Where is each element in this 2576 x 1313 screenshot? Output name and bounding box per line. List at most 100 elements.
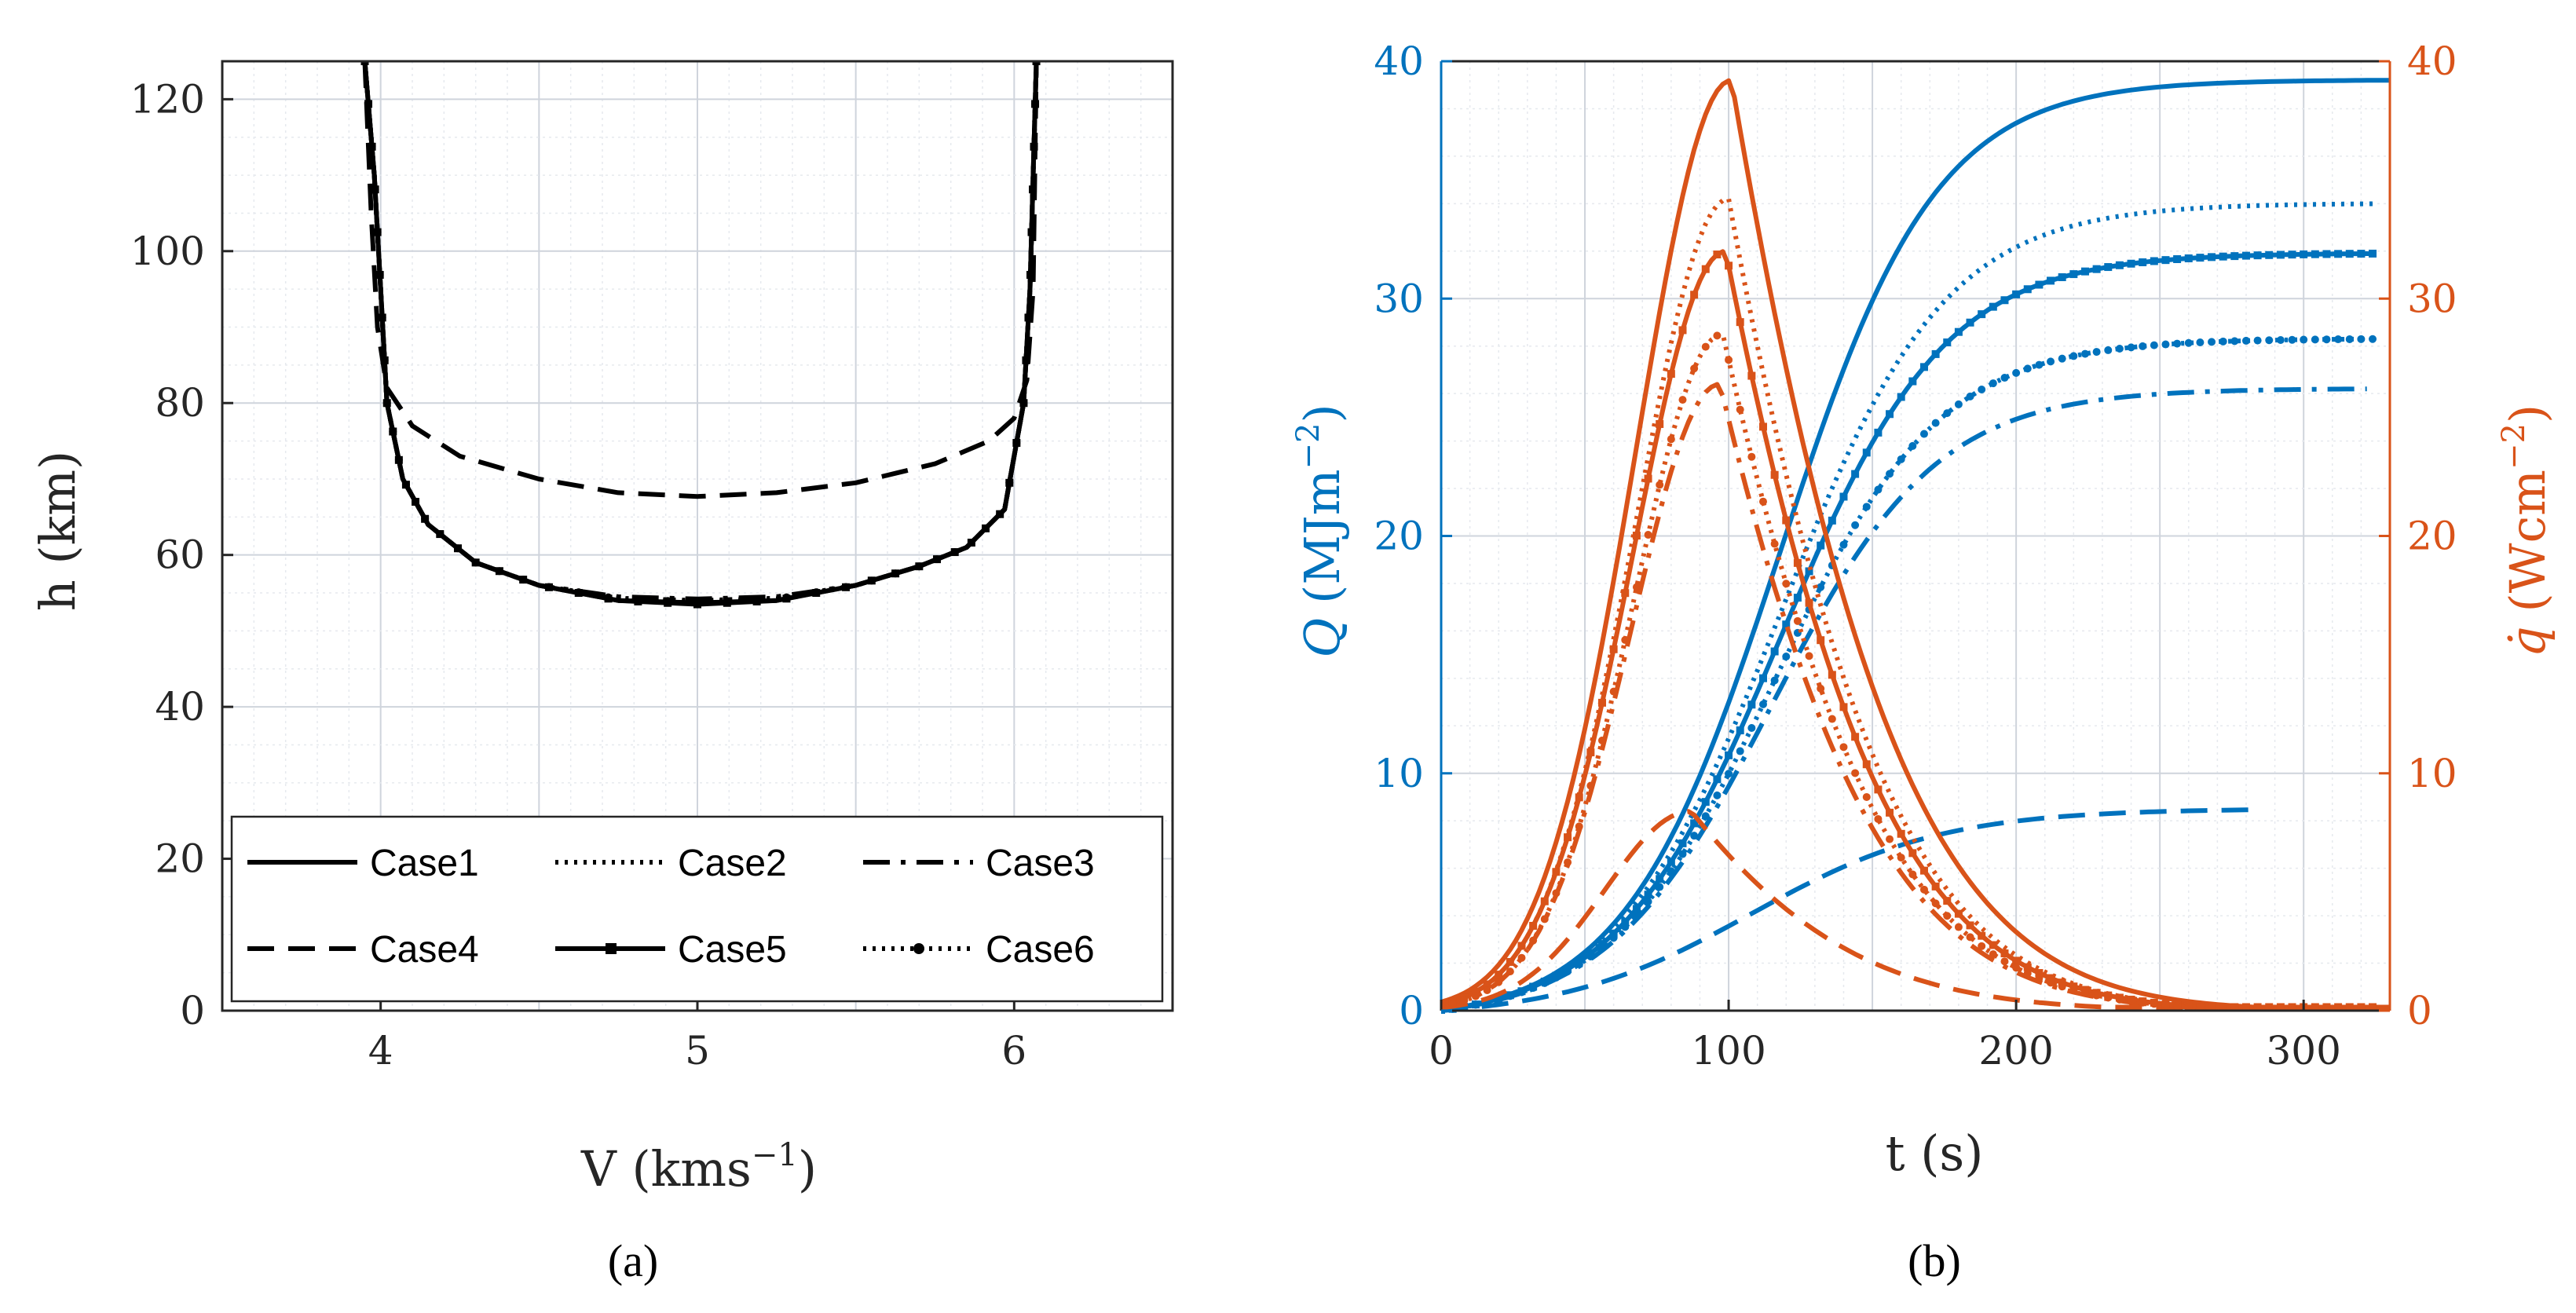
series-case2-Q-line	[1441, 201, 2373, 1013]
series-case6-qdot-marker	[1886, 835, 1894, 843]
series-case5-Q-marker	[1828, 516, 1836, 525]
series-case6-marker	[364, 100, 373, 108]
right-tick-label: 10	[2407, 751, 2457, 796]
series-case5-Q-marker	[2334, 250, 2343, 258]
series-case5-Q-marker	[2150, 257, 2158, 265]
series-case5-qdot-marker	[1701, 265, 1710, 273]
x-tick-label: 4	[368, 1028, 393, 1073]
series-case6-qdot-marker	[2115, 995, 2124, 1004]
series-case6-Q-marker	[2288, 335, 2296, 344]
series-case6-marker	[368, 142, 376, 151]
series-case6-qdot-marker	[1644, 531, 1652, 539]
series-case6-Q-marker	[1862, 503, 1871, 511]
series-case6-marker	[1029, 185, 1037, 194]
series-case6-qdot-marker	[2173, 1001, 2182, 1010]
series-case6-marker	[378, 313, 386, 322]
x-tick-label: 300	[2266, 1028, 2340, 1073]
series-case5-Q-marker	[1770, 647, 1779, 656]
series-case5-Q-marker	[1862, 448, 1871, 457]
panel-b: 0 100 200 300 0 10 20 30 40 0 10 20 30 40 t (s) Q(MJm…	[1290, 38, 2556, 1286]
series-case5-Q-marker	[1908, 377, 1917, 386]
series-case5-Q-marker	[1839, 492, 1848, 501]
series-case5-qdot-marker	[1862, 760, 1871, 769]
series-case5-Q-marker	[2219, 252, 2227, 261]
series-case5-Q-marker	[1874, 428, 1883, 437]
series-case6-Q-marker	[1989, 379, 1997, 388]
series-case2-line	[362, 61, 1039, 603]
series-case6-Q-marker	[2035, 360, 2044, 369]
series-case6-qdot-marker	[1954, 923, 1963, 931]
series-case6-qdot-marker	[1564, 858, 1572, 867]
series-case6-qdot-marker	[2369, 1003, 2377, 1011]
series-case6-qdot-marker	[2104, 993, 2113, 1002]
x-tick-label: 200	[1978, 1028, 2053, 1073]
series-case6-qdot-marker	[1506, 967, 1514, 976]
series-case5-Q-marker	[1713, 775, 1722, 784]
series-case6-qdot-marker	[1805, 652, 1813, 660]
series-case6-marker	[1030, 142, 1038, 151]
series-case6-Q-marker	[2334, 335, 2343, 344]
series-case5-qdot-marker	[1656, 419, 1664, 428]
series-case5-Q-marker	[2139, 258, 2147, 267]
y-tick-label: 100	[130, 229, 205, 274]
left-tick-label: 0	[1399, 988, 1424, 1033]
legend-case5-label: Case5	[678, 929, 787, 971]
legend-case6-label: Case6	[986, 929, 1095, 971]
series-case5-qdot-marker	[2035, 969, 2044, 978]
series-case5-Q-marker	[2023, 285, 2032, 294]
legend-case5-swatch-marker	[606, 943, 617, 954]
panel-a-caption: (a)	[608, 1235, 658, 1286]
series-case6-qdot-marker	[1575, 822, 1583, 831]
series-case6-qdot-marker	[1621, 635, 1630, 644]
series-case5-Q-marker	[2161, 256, 2170, 265]
series-case6-qdot-marker	[2345, 1003, 2354, 1011]
series-case5-qdot-marker	[1540, 897, 1549, 905]
series-case6-Q-marker	[2184, 338, 2193, 347]
series-case5-qdot-marker	[1805, 598, 1813, 607]
panel-b-caption: (b)	[1908, 1235, 1961, 1286]
series-case6-Q-marker	[1506, 992, 1514, 1000]
series-case5-Q-marker	[2173, 255, 2182, 264]
panel-b-right-axis-label: q̇(Wcm−2)	[2496, 404, 2556, 657]
series-case2-qdot-line	[1441, 196, 2373, 1010]
series-case3-qdot-line	[1441, 382, 2367, 1010]
series-case6-marker	[1026, 271, 1035, 280]
series-case5-Q-marker	[1954, 327, 1963, 336]
series-case6-qdot-marker	[1758, 497, 1767, 506]
series-case6-Q-marker	[2208, 338, 2216, 346]
series-case6-marker	[495, 567, 503, 576]
series-case5-qdot-marker	[1678, 326, 1687, 335]
series-case6-qdot-marker	[2047, 978, 2055, 987]
series-case6-line	[362, 61, 1039, 605]
series-case5-qdot-marker	[1621, 589, 1630, 598]
series-case6-Q-marker	[1897, 455, 1905, 463]
series-case6-qdot-marker	[2012, 964, 2021, 972]
series-case5-Q-marker	[1678, 839, 1687, 847]
series-case6-Q-marker	[1656, 883, 1664, 891]
series-case6-Q-marker	[1690, 832, 1699, 840]
series-case6-qdot-marker	[1460, 997, 1469, 1005]
series-case6-qdot-marker	[1529, 936, 1538, 945]
series-case1-Q-line	[1441, 78, 2390, 1013]
y-tick-label: 20	[155, 836, 205, 882]
series-case3-line	[362, 61, 1039, 602]
series-case6-marker	[401, 481, 410, 489]
series-case6-qdot-marker	[1713, 331, 1722, 340]
series-case6-qdot-marker	[1632, 583, 1641, 591]
series-case6-Q-marker	[2127, 343, 2135, 352]
series-case6-marker	[915, 562, 924, 571]
series-case6-Q-marker	[1586, 952, 1595, 960]
series-case6-qdot-marker	[2288, 1003, 2296, 1011]
series-case5-Q-marker	[1793, 594, 1802, 602]
series-case5-Q-marker	[1851, 470, 1860, 478]
series-case6-qdot-marker	[1839, 743, 1848, 752]
series-case6-Q-marker	[1564, 967, 1572, 975]
series-case6-Q-marker	[1713, 791, 1722, 799]
series-case6-Q-marker	[2173, 339, 2182, 348]
series-case6-qdot-marker	[2208, 1003, 2216, 1011]
series-case6-Q-marker	[2047, 357, 2055, 366]
series-case6-Q-marker	[2012, 368, 2021, 377]
series-case6-qdot-marker	[1597, 736, 1606, 744]
series-case6-Q-marker	[1701, 812, 1710, 821]
